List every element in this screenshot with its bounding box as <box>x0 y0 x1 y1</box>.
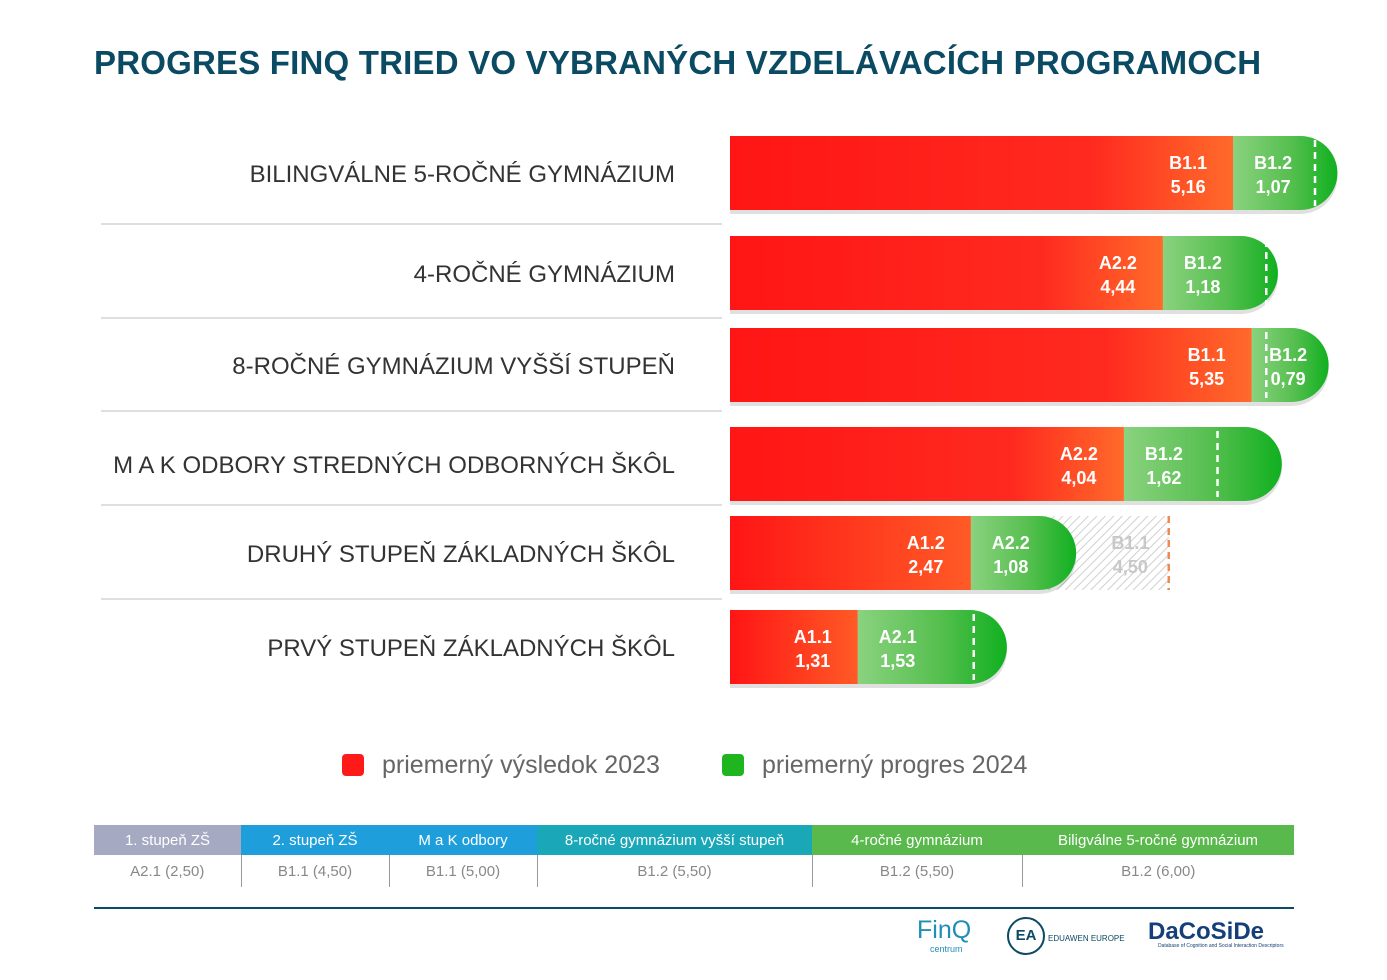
legend-item-2023: priemerný výsledok 2023 <box>342 748 660 782</box>
result-level-label: A2.2 <box>1060 444 1098 464</box>
bar-result-2023 <box>730 328 1252 402</box>
finq-logo: FinQ <box>917 916 972 944</box>
bar-progress-2024 <box>1251 328 1329 402</box>
progress-level-label: B1.2 <box>1184 253 1222 273</box>
progress-level-label: B1.2 <box>1145 444 1183 464</box>
reference-table-header-row: 1. stupeň ZŠ 2. stupeň ZŠ M a K odbory 8… <box>94 825 1294 855</box>
ref-header: 1. stupeň ZŠ <box>94 825 241 855</box>
target-value-label: 4,50 <box>1113 557 1148 577</box>
ref-header: 4-ročné gymnázium <box>812 825 1022 855</box>
result-value-label: 4,04 <box>1061 468 1096 488</box>
ref-value: B1.1 (5,00) <box>389 855 538 887</box>
result-level-label: A1.1 <box>794 627 832 647</box>
bottom-divider <box>94 907 1294 909</box>
ref-value: A2.1 (2,50) <box>94 855 242 887</box>
bar-result-2023 <box>730 516 971 590</box>
bar-progress-2024 <box>1123 427 1282 501</box>
category-label: BILINGVÁLNE 5-ROČNÉ GYMNÁZIUM <box>250 160 675 188</box>
reference-table: 1. stupeň ZŠ 2. stupeň ZŠ M a K odbory 8… <box>94 825 1294 887</box>
bar-progress-2024 <box>970 516 1077 590</box>
legend-swatch-green <box>722 754 744 776</box>
result-level-label: A1.2 <box>907 533 945 553</box>
progress-value-label: 1,53 <box>880 651 915 671</box>
progress-value-label: 1,08 <box>993 557 1028 577</box>
reference-table-value-row: A2.1 (2,50) B1.1 (4,50) B1.1 (5,00) B1.2… <box>94 855 1294 887</box>
legend-label: priemerný výsledok 2023 <box>382 750 660 779</box>
progress-value-label: 1,18 <box>1185 277 1220 297</box>
target-level-label: B1.1 <box>1111 533 1149 553</box>
result-value-label: 1,31 <box>795 651 830 671</box>
result-level-label: A2.2 <box>1099 253 1137 273</box>
ref-value: B1.1 (4,50) <box>241 855 390 887</box>
category-label: DRUHÝ STUPEŇ ZÁKLADNÝCH ŠKÔL <box>247 540 675 568</box>
category-label: M A K ODBORY STREDNÝCH ODBORNÝCH ŠKÔL <box>113 451 675 479</box>
eduawen-logo-text: EDUAWEN EUROPE <box>1048 934 1125 943</box>
legend-label: priemerný progres 2024 <box>762 750 1028 779</box>
ref-value: B1.2 (5,50) <box>812 855 1023 887</box>
ref-value: B1.2 (5,50) <box>537 855 813 887</box>
ref-value: B1.2 (6,00) <box>1121 862 1196 880</box>
bar-progress-2024 <box>1162 236 1278 310</box>
bar-result-2023 <box>730 236 1163 310</box>
result-level-label: B1.1 <box>1188 345 1226 365</box>
result-value-label: 5,35 <box>1189 369 1224 389</box>
legend-item-2024: priemerný progres 2024 <box>722 748 1027 782</box>
progress-level-label: A2.1 <box>879 627 917 647</box>
dacoside-logo: DaCoSiDe <box>1148 918 1265 945</box>
bar-chart: BILINGVÁLNE 5-ROČNÉ GYMNÁZIUM B1.1 5,16 B1.… <box>101 136 1338 688</box>
page-title: PROGRES FINQ TRIED VO VYBRANÝCH VZDELÁVA… <box>94 44 1262 81</box>
category-label: 8-ROČNÉ GYMNÁZIUM VYŠŠÍ STUPEŇ <box>232 352 675 380</box>
eduawen-logo-icon: EA <box>1007 917 1045 955</box>
dacoside-logo-subtitle: Database of Cognition and Social Interac… <box>1158 943 1284 949</box>
bar-progress-2024 <box>1233 136 1338 210</box>
bar-result-2023 <box>730 610 858 684</box>
progress-value-label: 0,79 <box>1271 369 1306 389</box>
result-value-label: 2,47 <box>908 557 943 577</box>
category-label: PRVÝ STUPEŇ ZÁKLADNÝCH ŠKÔL <box>267 634 675 662</box>
target-hatch <box>1039 516 1169 590</box>
progress-level-label: B1.2 <box>1269 345 1307 365</box>
progress-value-label: 1,62 <box>1146 468 1181 488</box>
ref-header: M a K odbory <box>389 825 537 855</box>
result-value-label: 5,16 <box>1171 177 1206 197</box>
ref-header: 8-ročné gymnázium vyšší stupeň <box>537 825 812 855</box>
bar-result-2023 <box>730 427 1124 501</box>
bar-progress-2024 <box>857 610 1007 684</box>
result-level-label: B1.1 <box>1169 153 1207 173</box>
progress-level-label: A2.2 <box>992 533 1030 553</box>
progress-value-label: 1,07 <box>1256 177 1291 197</box>
ref-header: Biligválne 5-ročné gymnázium <box>1022 825 1294 855</box>
result-value-label: 4,44 <box>1100 277 1135 297</box>
ref-header: 2. stupeň ZŠ <box>241 825 389 855</box>
category-label: 4-ROČNÉ GYMNÁZIUM <box>414 260 675 288</box>
progress-level-label: B1.2 <box>1254 153 1292 173</box>
bar-result-2023 <box>730 136 1234 210</box>
finq-logo-subtitle: centrum <box>930 944 963 954</box>
legend-swatch-red <box>342 754 364 776</box>
